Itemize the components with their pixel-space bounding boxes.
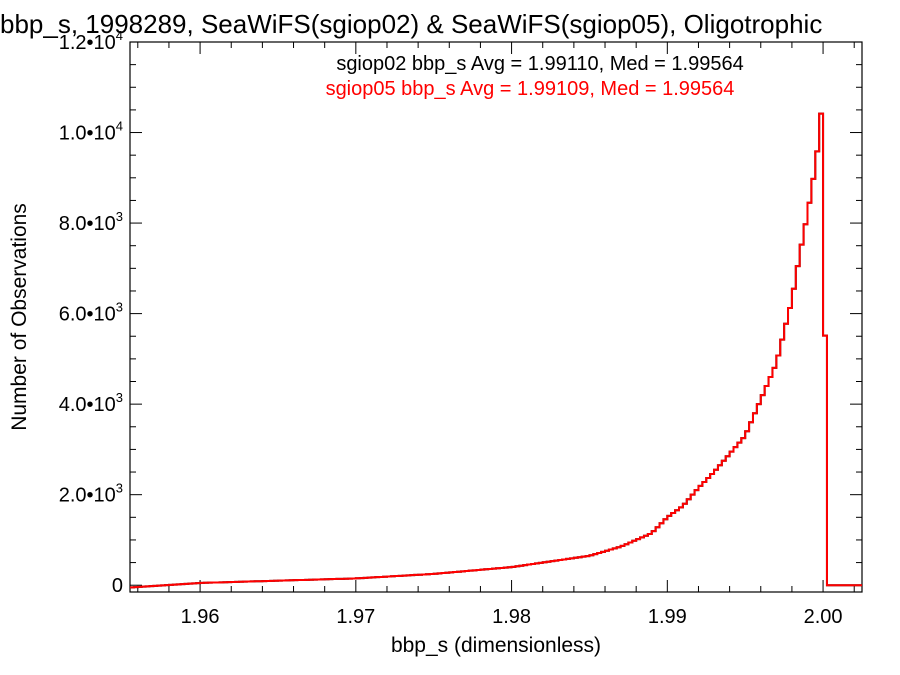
- y-tick-label: 8.0•103: [59, 209, 123, 235]
- y-tick-label: 6.0•103: [59, 300, 123, 326]
- y-axis: 0 2.0•103 4.0•103 6.0•103 8.0•103 1.0•104 1.2•…: [59, 28, 862, 597]
- series-layer: [130, 112, 862, 589]
- series-line-0: [130, 112, 862, 589]
- annotation-sgiop05: sgiop05 bbp_s Avg = 1.99109, Med = 1.995…: [326, 78, 735, 100]
- x-tick-label: 1.97: [336, 606, 375, 628]
- x-axis: 1.96 1.97 1.98 1.99 2.00: [137, 42, 855, 628]
- y-tick-label: 0: [112, 575, 123, 597]
- y-tick-label: 4.0•103: [59, 390, 123, 416]
- y-tick-label: 1.0•104: [59, 119, 123, 145]
- y-tick-label: 2.0•103: [59, 481, 123, 507]
- y-axis-label: Number of Observations: [8, 203, 31, 431]
- x-tick-label: 2.00: [804, 606, 843, 628]
- x-tick-label: 1.99: [648, 606, 687, 628]
- series-line-1: [130, 112, 862, 589]
- plot-frame: [129, 41, 863, 593]
- x-tick-label: 1.98: [492, 606, 531, 628]
- x-axis-label: bbp_s (dimensionless): [391, 634, 601, 657]
- annotation-sgiop02: sgiop02 bbp_s Avg = 1.99110, Med = 1.995…: [336, 53, 743, 75]
- x-tick-label: 1.96: [181, 606, 220, 628]
- chart-title: bbp_s, 1998289, SeaWiFS(sgiop02) & SeaWi…: [0, 9, 822, 39]
- y-tick-label: 1.2•104: [59, 28, 123, 54]
